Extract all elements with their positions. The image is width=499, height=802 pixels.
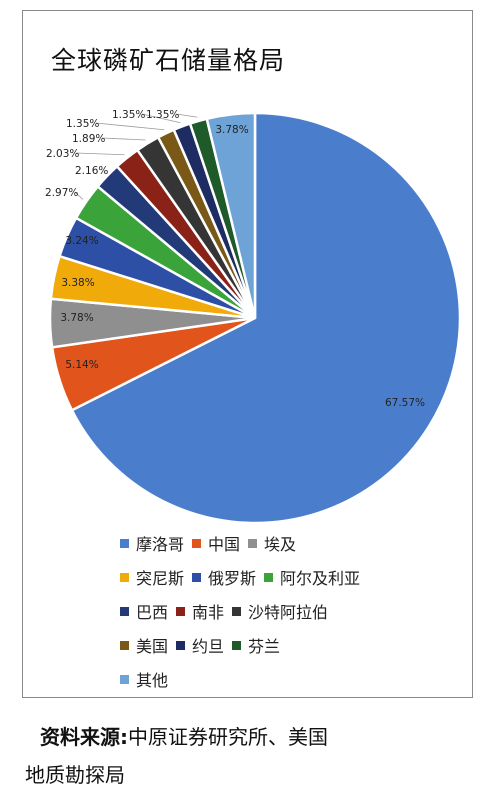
legend-label: 俄罗斯 bbox=[208, 569, 257, 588]
legend-item-6: 巴西 bbox=[120, 599, 168, 623]
data-label-2: 3.78% bbox=[60, 312, 93, 324]
legend-swatch bbox=[264, 572, 274, 582]
leader-line-9 bbox=[95, 122, 165, 131]
legend-label: 美国 bbox=[136, 637, 169, 656]
data-label-4: 3.24% bbox=[65, 235, 98, 247]
legend-label: 其他 bbox=[136, 671, 169, 690]
legend-swatch bbox=[120, 640, 129, 650]
source-note: 资料来源:中原证券研究所、美国 地质勘探局 bbox=[25, 718, 480, 787]
pie-slice-0 bbox=[70, 111, 462, 525]
data-label-10: 1.35% bbox=[112, 109, 145, 121]
data-label-11: 1.35% bbox=[146, 109, 179, 121]
legend-item-7: 南非 bbox=[176, 599, 224, 623]
legend-item-12: 其他 bbox=[120, 667, 168, 691]
legend-item-2: 埃及 bbox=[248, 531, 296, 555]
data-label-12: 3.78% bbox=[215, 124, 248, 136]
legend-swatch bbox=[120, 538, 129, 548]
data-label-6: 2.16% bbox=[75, 165, 108, 177]
leader-line-6 bbox=[103, 169, 106, 174]
legend-row: 突尼斯 俄罗斯 阿尔及利亚 bbox=[120, 560, 460, 594]
legend-item-5: 阿尔及利亚 bbox=[264, 565, 360, 589]
leader-line-10 bbox=[141, 113, 181, 124]
legend-item-3: 突尼斯 bbox=[120, 565, 184, 589]
legend-row: 美国 约旦 芬兰 bbox=[120, 628, 460, 662]
legend-label: 南非 bbox=[192, 603, 225, 622]
legend-row: 其他 bbox=[120, 662, 460, 696]
pie-slice-12 bbox=[205, 111, 257, 319]
legend-item-9: 美国 bbox=[120, 633, 168, 657]
legend-label: 沙特阿拉伯 bbox=[248, 603, 329, 622]
leader-line-8 bbox=[101, 137, 146, 141]
legend-row: 摩洛哥 中国 埃及 bbox=[120, 526, 460, 560]
data-label-7: 2.03% bbox=[46, 148, 79, 160]
legend-swatch bbox=[248, 538, 258, 548]
chart-title: 全球磷矿石储量格局 bbox=[51, 46, 286, 75]
leader-line-11 bbox=[175, 113, 198, 118]
legend-swatch bbox=[232, 606, 242, 616]
legend-swatch bbox=[232, 640, 242, 650]
data-label-0: 67.57% bbox=[385, 397, 425, 409]
legend-item-1: 中国 bbox=[192, 531, 240, 555]
legend-label: 摩洛哥 bbox=[136, 535, 185, 554]
data-label-1: 5.14% bbox=[65, 359, 98, 371]
data-label-3: 3.38% bbox=[61, 277, 94, 289]
legend-swatch bbox=[176, 606, 186, 616]
data-label-8: 1.89% bbox=[72, 133, 105, 145]
legend-item-11: 芬兰 bbox=[232, 633, 280, 657]
legend-swatch bbox=[120, 606, 129, 616]
legend-label: 突尼斯 bbox=[136, 569, 185, 588]
legend-label: 巴西 bbox=[136, 603, 169, 622]
legend-item-10: 约旦 bbox=[176, 633, 224, 657]
leader-line-5 bbox=[74, 191, 84, 200]
legend-label: 阿尔及利亚 bbox=[280, 569, 361, 588]
data-label-5: 2.97% bbox=[45, 187, 78, 199]
data-label-9: 1.35% bbox=[66, 118, 99, 130]
legend-swatch bbox=[120, 572, 129, 582]
legend-item-0: 摩洛哥 bbox=[120, 531, 184, 555]
legend-label: 芬兰 bbox=[248, 637, 281, 656]
source-prefix: 资料来源: bbox=[40, 725, 128, 749]
legend: 摩洛哥 中国 埃及突尼斯 俄罗斯 阿尔及利亚巴西 南非 沙特阿拉伯美国 约旦 芬兰其他 bbox=[120, 526, 460, 696]
source-line1: 中原证券研究所、美国 bbox=[128, 725, 328, 749]
legend-swatch bbox=[176, 640, 186, 650]
legend-item-8: 沙特阿拉伯 bbox=[232, 599, 328, 623]
source-line2: 地质勘探局 bbox=[25, 763, 125, 787]
leader-line-7 bbox=[75, 152, 125, 156]
legend-item-4: 俄罗斯 bbox=[192, 565, 256, 589]
legend-swatch bbox=[192, 538, 202, 548]
legend-swatch bbox=[192, 572, 202, 582]
legend-swatch bbox=[120, 674, 129, 684]
legend-label: 埃及 bbox=[264, 535, 297, 554]
legend-label: 中国 bbox=[208, 535, 241, 554]
legend-row: 巴西 南非 沙特阿拉伯 bbox=[120, 594, 460, 628]
legend-label: 约旦 bbox=[192, 637, 225, 656]
